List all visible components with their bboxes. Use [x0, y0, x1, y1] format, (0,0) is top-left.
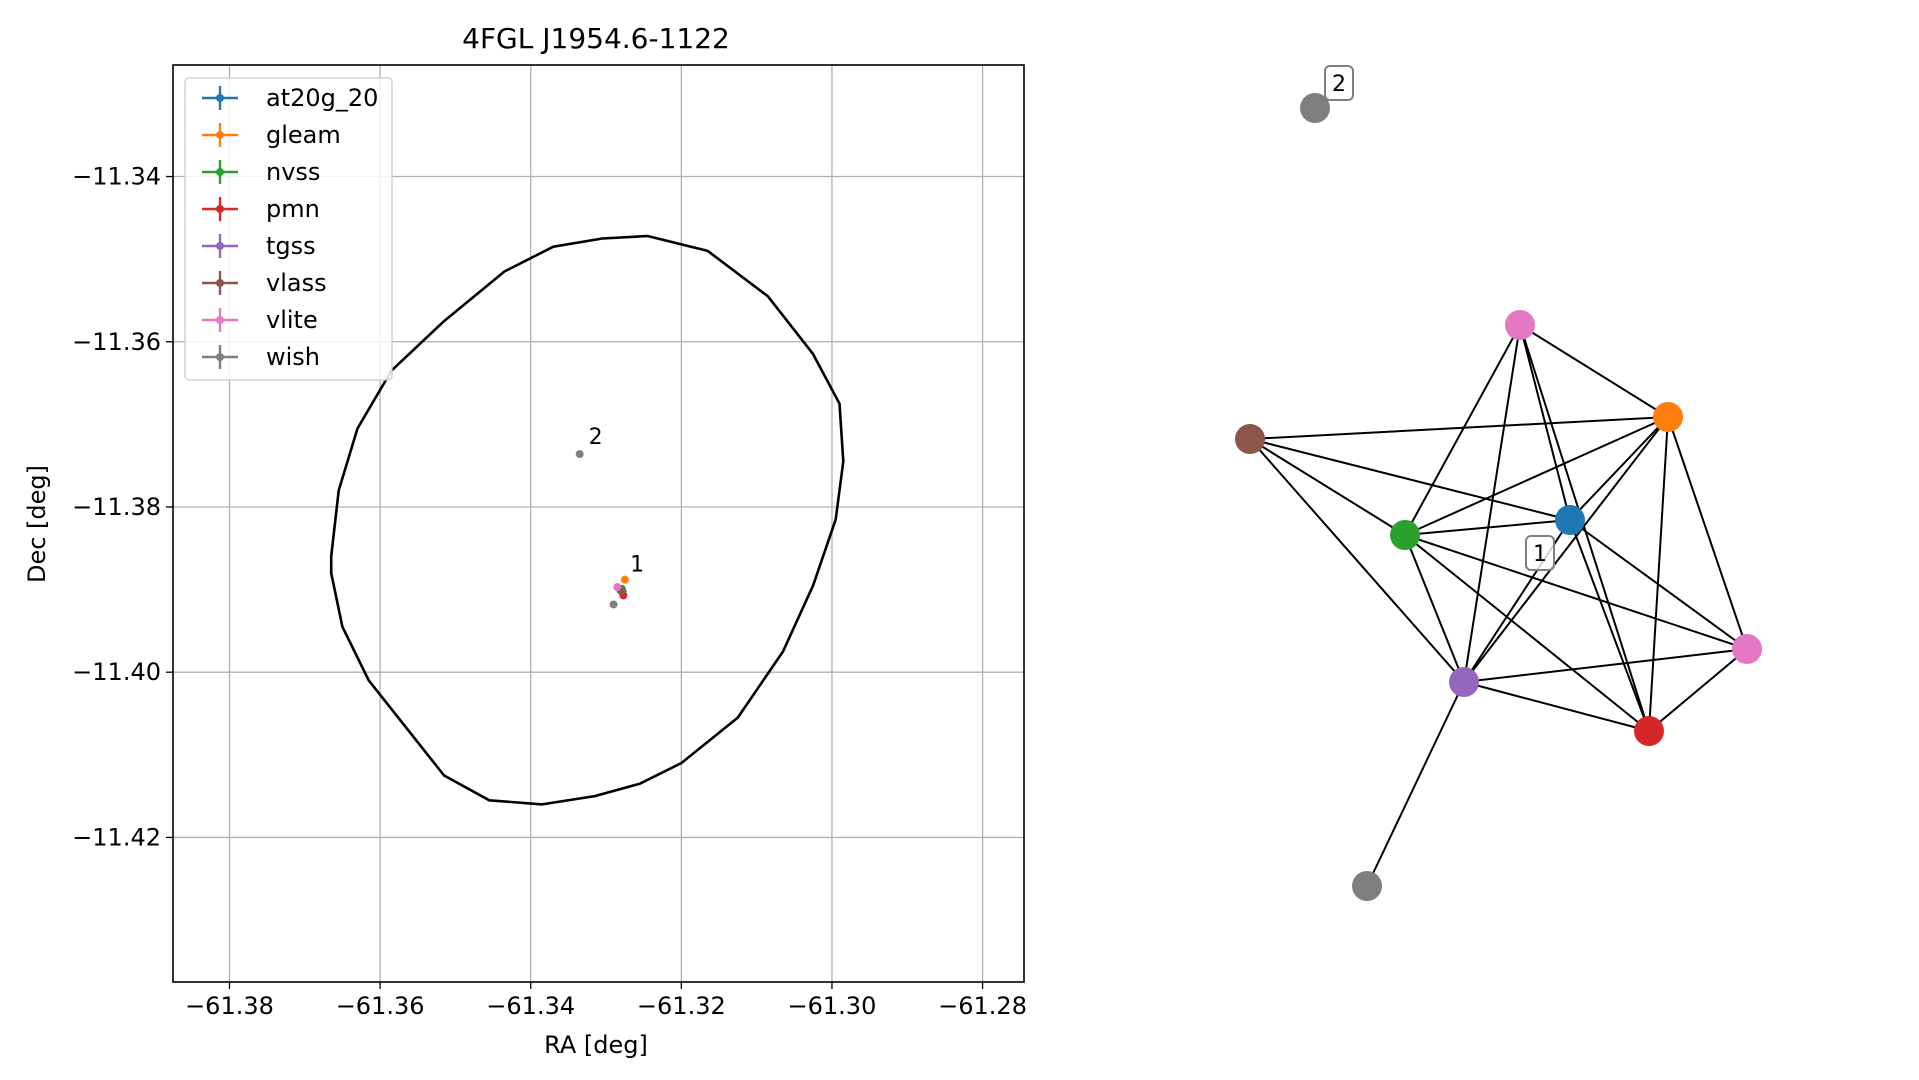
legend-item: tgss [202, 232, 316, 260]
legend-marker-dot [216, 131, 224, 139]
data-point-wish [575, 450, 584, 459]
network-edge [1667, 416, 1748, 650]
network-edge [1463, 648, 1748, 683]
network-node-nvss [1390, 520, 1420, 550]
legend-marker-dot [216, 279, 224, 287]
network-panel: 12 [1235, 65, 1762, 901]
legend-item: nvss [202, 158, 320, 186]
legend-marker-dot [216, 353, 224, 361]
legend-label: vlite [266, 306, 318, 334]
network-node-vlass [1235, 424, 1265, 454]
network-edge [1519, 324, 1650, 732]
legend-label: vlass [266, 269, 327, 297]
network-edge [1569, 416, 1669, 521]
x-tick-label: −61.38 [185, 992, 274, 1020]
cluster-annotation: 2 [589, 425, 603, 450]
legend-label: gleam [266, 121, 341, 149]
x-axis-label: RA [deg] [544, 1031, 648, 1059]
network-edge [1404, 519, 1571, 536]
legend-marker-dot [216, 94, 224, 102]
network-node-wish [1300, 93, 1330, 123]
source-points [575, 450, 629, 609]
network-node-gleam [1653, 402, 1683, 432]
legend-item: vlite [202, 306, 318, 334]
y-axis-ticks: −11.34 −11.36 −11.38 −11.40 −11.42 [72, 163, 173, 851]
network-node-vlite [1505, 310, 1535, 340]
network-edge [1569, 519, 1748, 650]
network-node-pmn [1634, 716, 1664, 746]
network-edge [1463, 324, 1521, 683]
network-edge [1648, 648, 1748, 732]
scatter-panel: 4FGL J1954.6-1122 21 −61.38 −61.36 −61.34−… [23, 22, 1027, 1059]
network-node-tgss [1449, 667, 1479, 697]
legend-frame [184, 77, 393, 381]
x-tick-label: −61.34 [486, 992, 575, 1020]
data-point-wish [609, 600, 618, 609]
legend-item: pmn [202, 195, 320, 223]
cluster-label-box [1324, 65, 1354, 101]
legend-item: wish [202, 343, 320, 371]
legend-marker-dot [216, 316, 224, 324]
network-edge [1569, 519, 1650, 732]
network-edge [1249, 438, 1406, 536]
legend-label: wish [266, 343, 320, 371]
legend-label: pmn [266, 195, 320, 223]
network-edge [1249, 438, 1571, 521]
y-tick-label: −11.42 [72, 823, 161, 851]
plot-frame [172, 64, 1025, 983]
network-edge [1249, 438, 1465, 683]
x-axis-ticks: −61.38 −61.36 −61.34 −61.32 −61.30 −61.28 [185, 982, 1027, 1020]
legend-label: at20g_20 [266, 84, 378, 112]
chart-title: 4FGL J1954.6-1122 [462, 22, 730, 55]
legend-label: tgss [266, 232, 316, 260]
network-edges [1249, 324, 1748, 887]
network-edge [1648, 416, 1669, 732]
x-tick-label: −61.30 [788, 992, 877, 1020]
network-node-wish [1352, 871, 1382, 901]
network-nodes [1235, 93, 1762, 901]
cluster-label-text: 2 [1332, 72, 1346, 97]
legend-marker-dot [216, 168, 224, 176]
y-tick-label: −11.36 [72, 328, 161, 356]
cluster-label-box [1525, 535, 1555, 571]
y-tick-label: −11.34 [72, 163, 161, 191]
legend-marker-dot [216, 242, 224, 250]
legend-item: gleam [202, 121, 341, 149]
legend-item: vlass [202, 269, 327, 297]
x-tick-label: −61.32 [637, 992, 726, 1020]
legend-label: nvss [266, 158, 320, 186]
cluster-label-text: 1 [1533, 542, 1547, 567]
y-axis-label: Dec [deg] [23, 465, 51, 583]
network-edge [1404, 534, 1650, 732]
network-edge [1249, 416, 1669, 440]
network-edge [1404, 324, 1521, 536]
error-ellipse [329, 234, 845, 806]
data-point-vlite [613, 583, 622, 592]
y-tick-label: −11.38 [72, 493, 161, 521]
network-edge [1404, 416, 1669, 536]
network-edge [1404, 534, 1465, 683]
network-edge [1519, 324, 1669, 418]
legend-item: at20g_20 [202, 84, 378, 112]
network-edge [1463, 416, 1669, 683]
network-node-vlite [1732, 634, 1762, 664]
legend-marker-dot [216, 205, 224, 213]
x-tick-label: −61.28 [938, 992, 1027, 1020]
cluster-label: 2 [1324, 65, 1354, 101]
x-tick-label: −61.36 [336, 992, 425, 1020]
cluster-labels: 12 [1324, 65, 1555, 571]
annotations: 21 [589, 425, 644, 577]
cluster-label: 1 [1525, 535, 1555, 571]
data-point-gleam [620, 575, 629, 584]
network-node-at20g_20 [1555, 505, 1585, 535]
cluster-annotation: 1 [630, 552, 644, 577]
y-tick-label: −11.40 [72, 658, 161, 686]
network-edge [1463, 681, 1650, 732]
network-edge [1366, 681, 1465, 887]
network-edge [1404, 534, 1748, 650]
position-ellipse [329, 234, 845, 806]
